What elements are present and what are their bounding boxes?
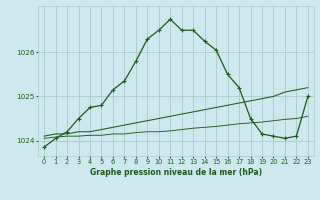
X-axis label: Graphe pression niveau de la mer (hPa): Graphe pression niveau de la mer (hPa) (90, 168, 262, 177)
